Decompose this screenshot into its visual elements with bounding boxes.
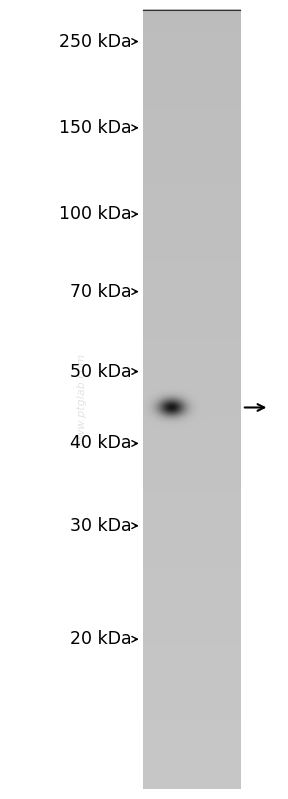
Text: 150 kDa: 150 kDa xyxy=(59,119,132,137)
Text: 50 kDa: 50 kDa xyxy=(70,363,132,380)
Text: 20 kDa: 20 kDa xyxy=(70,630,132,648)
Text: 70 kDa: 70 kDa xyxy=(70,283,132,300)
Text: 100 kDa: 100 kDa xyxy=(59,205,132,223)
Text: 250 kDa: 250 kDa xyxy=(59,33,132,50)
Text: www.ptglab.com: www.ptglab.com xyxy=(76,353,86,446)
Text: 40 kDa: 40 kDa xyxy=(70,435,132,452)
Text: 30 kDa: 30 kDa xyxy=(70,517,132,535)
